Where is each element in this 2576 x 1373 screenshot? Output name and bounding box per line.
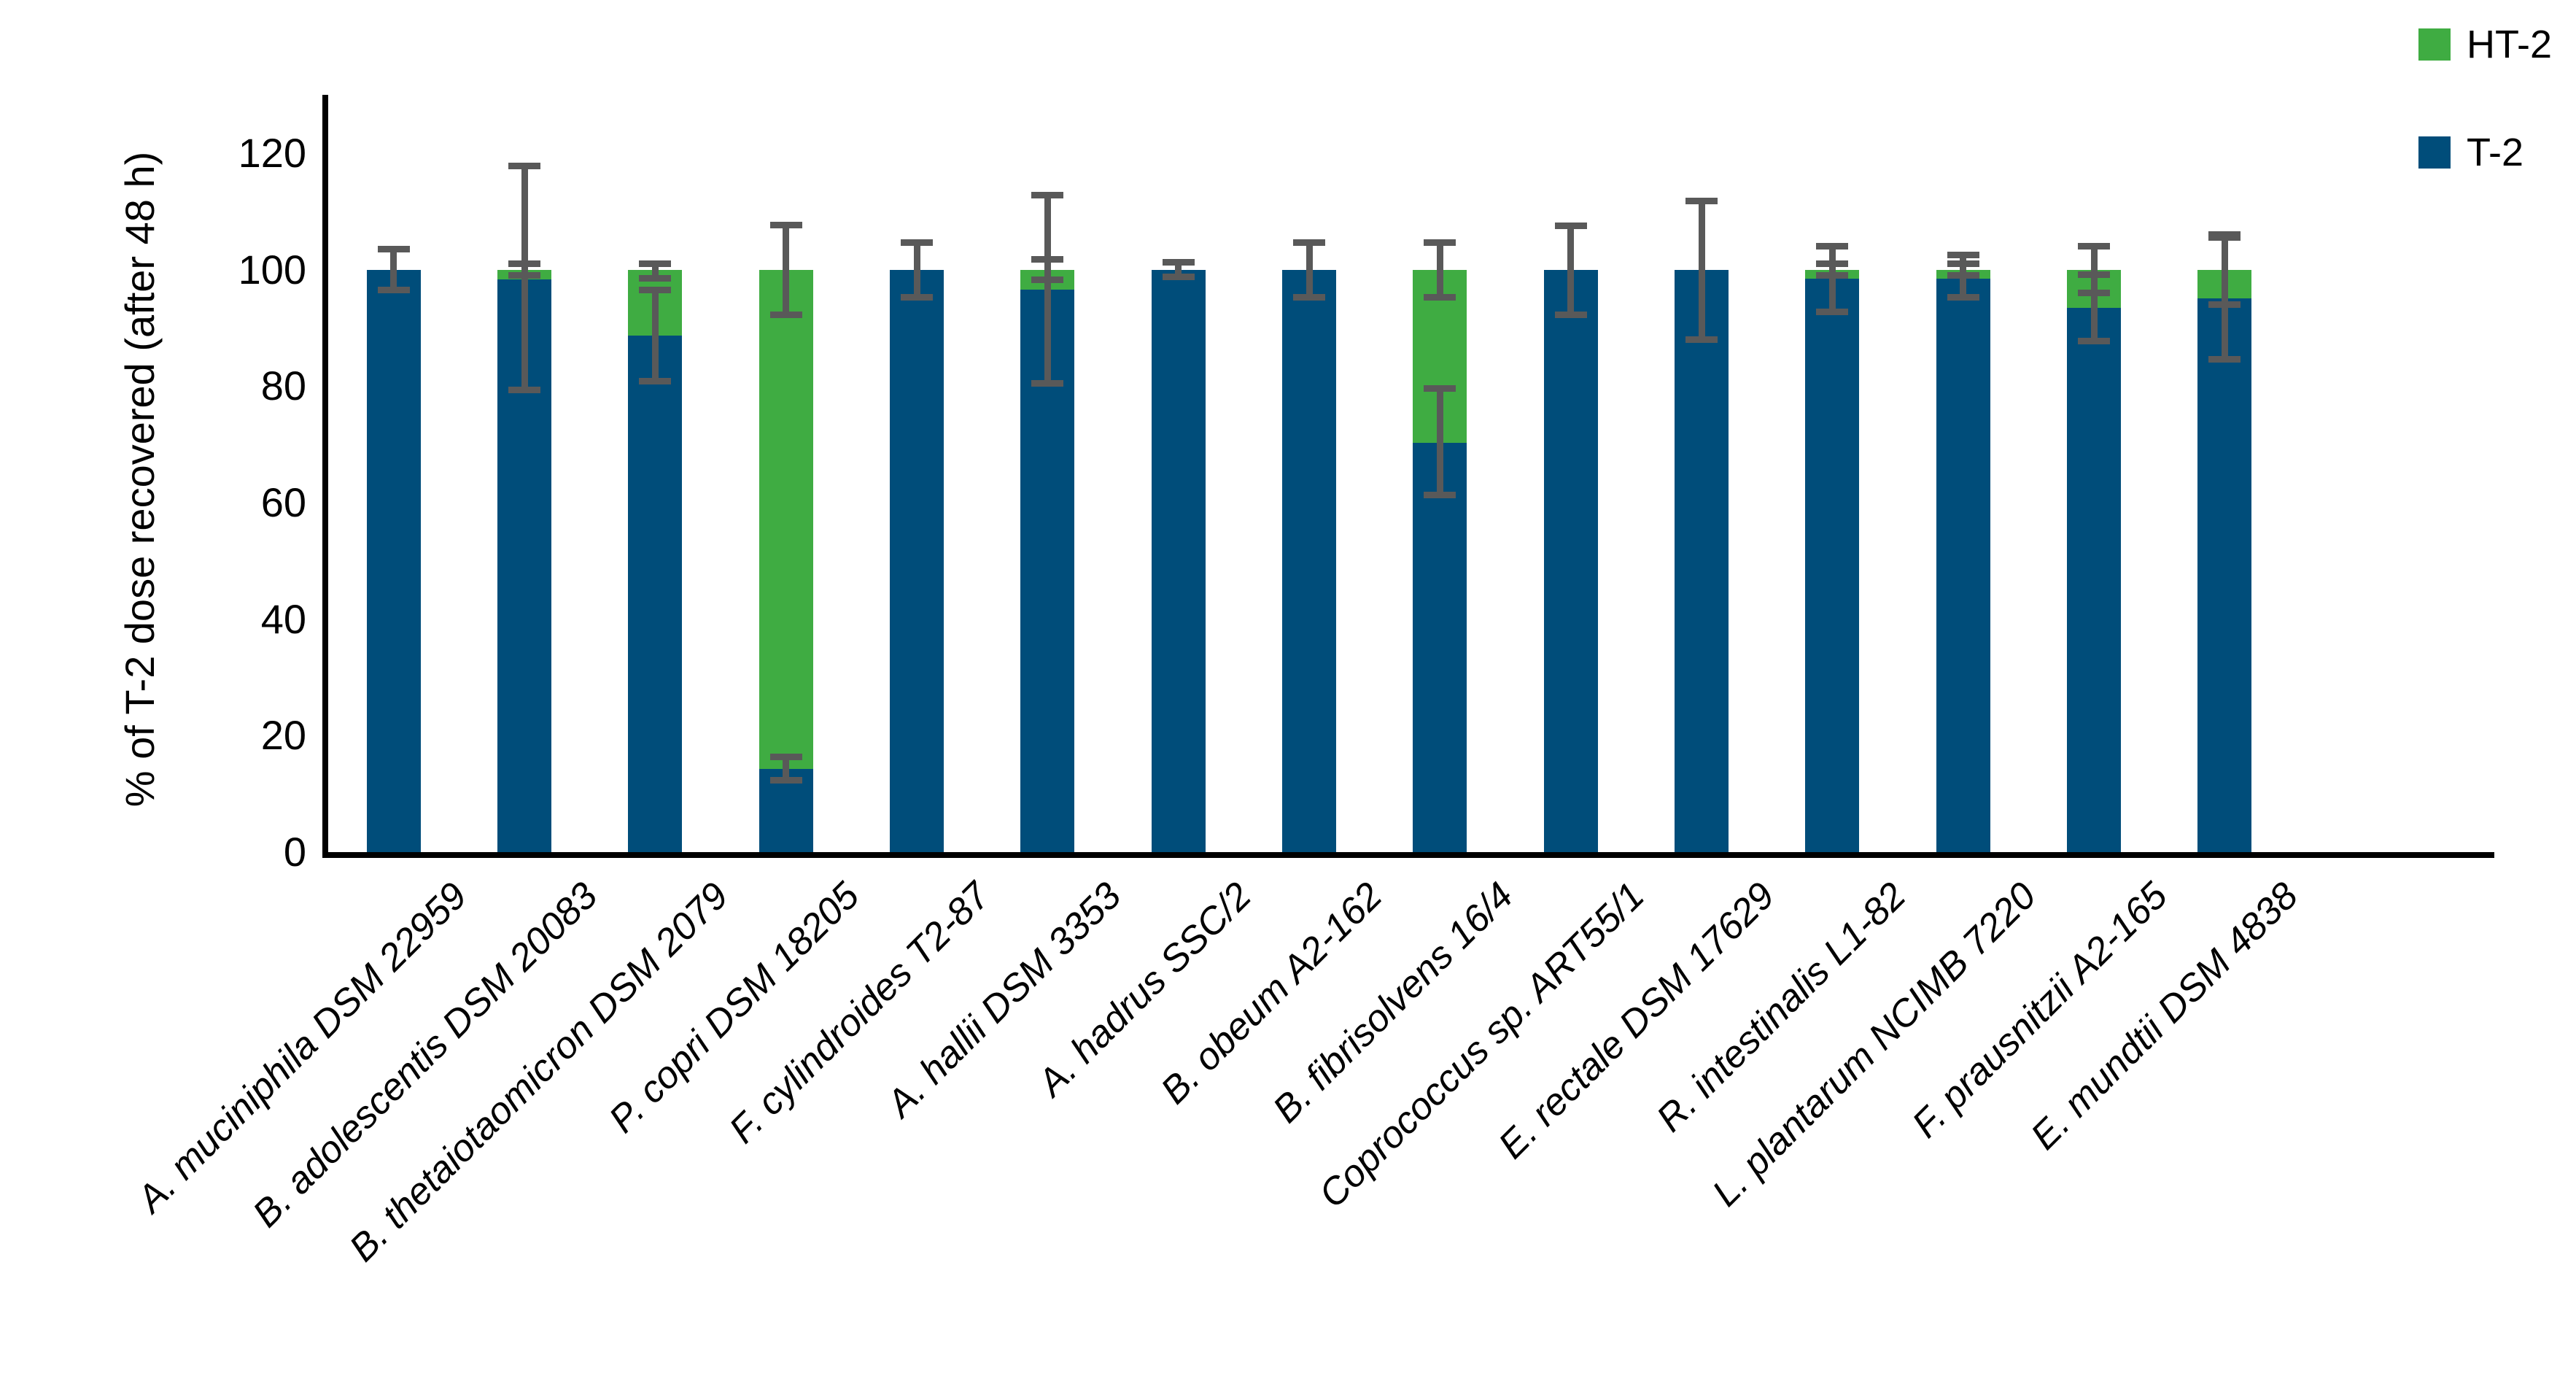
bar-segment-t2 — [366, 269, 421, 852]
legend-item: HT-2 — [2418, 25, 2552, 64]
error-bar-cap-bottom — [2078, 338, 2110, 345]
bar-segment-t2 — [2197, 298, 2252, 852]
error-bar-cap-top — [1031, 191, 1064, 198]
x-category-label: B. fibrisolvens 16/4 — [1265, 874, 1522, 1132]
error-bar-cap-bottom — [639, 275, 672, 282]
error-bar-cap-top — [1293, 239, 1325, 246]
error-bar-line — [783, 225, 790, 314]
bar-segment-t2 — [1413, 442, 1467, 852]
error-bar-line — [2221, 237, 2228, 360]
error-bar-cap-top — [769, 754, 802, 761]
error-bar-line — [1044, 195, 1051, 384]
y-tick-label: 80 — [260, 363, 306, 409]
x-category-label: F. prausnitzii A2-165 — [1904, 874, 2176, 1146]
error-bar-cap-bottom — [639, 377, 672, 384]
bar-segment-t2 — [1936, 278, 1990, 852]
x-category-label: B. obeum A2-162 — [1152, 874, 1391, 1113]
error-bar-line — [651, 290, 659, 382]
error-bar-line — [1828, 246, 1836, 312]
y-tick-label: 100 — [238, 246, 306, 293]
error-bar-cap-bottom — [2208, 356, 2241, 363]
error-bar-line — [1960, 255, 1967, 298]
error-bar-line — [2090, 246, 2098, 293]
error-bar-cap-bottom — [508, 387, 540, 394]
error-bar-cap-bottom — [901, 293, 933, 301]
bar-segment-t2 — [1675, 269, 1729, 852]
y-tick-label: 60 — [260, 479, 306, 525]
error-bar-cap-bottom — [1031, 379, 1064, 387]
x-category-label: F. cylindroides T2-87 — [721, 874, 998, 1152]
legend-swatch-ht-2 — [2418, 28, 2451, 61]
error-bar-cap-top — [2078, 243, 2110, 250]
legend-label: T-2 — [2467, 131, 2524, 174]
error-bar-line — [1306, 242, 1313, 298]
error-bar-cap-bottom — [377, 286, 410, 293]
error-bar-cap-bottom — [1554, 312, 1587, 319]
y-tick-label: 40 — [260, 595, 306, 642]
legend-swatch-t-2 — [2418, 136, 2451, 169]
error-bar-cap-top — [1554, 223, 1587, 230]
y-tick-label: 0 — [283, 829, 306, 875]
x-axis-line — [322, 852, 2494, 858]
error-bar-cap-top — [769, 221, 802, 228]
error-bar-cap-top — [901, 239, 933, 246]
error-bar-line — [783, 757, 790, 781]
error-bar-cap-bottom — [769, 311, 802, 318]
error-bar-cap-top — [508, 162, 540, 169]
error-bar-cap-top — [639, 260, 672, 268]
error-bar-line — [521, 166, 528, 390]
error-bar-cap-top — [1816, 243, 1849, 250]
error-bar-cap-top — [1162, 259, 1195, 266]
error-bar-cap-bottom — [1424, 492, 1456, 499]
error-bar-cap-bottom — [1816, 308, 1849, 315]
error-bar-cap-bottom — [1424, 293, 1456, 301]
error-bar-cap-top — [1947, 252, 1979, 259]
error-bar-cap-top — [2208, 234, 2241, 241]
bar-segment-t2 — [628, 335, 683, 852]
error-bar-cap-bottom — [769, 777, 802, 784]
bar-segment-t2 — [1282, 269, 1336, 852]
x-category-label: P. copri DSM 18205 — [601, 874, 868, 1142]
legend-label: HT-2 — [2467, 23, 2553, 66]
error-bar-cap-bottom — [1293, 293, 1325, 301]
error-bar-line — [1698, 201, 1705, 340]
bar-segment-ht2 — [759, 269, 813, 769]
y-tick-label: 120 — [238, 129, 306, 176]
error-bar-cap-top — [1424, 239, 1456, 246]
error-bar-line — [1175, 262, 1182, 277]
error-bar-cap-top — [1424, 384, 1456, 392]
x-category-label: E. mundtii DSM 4838 — [2022, 874, 2307, 1159]
error-bar-line — [1436, 388, 1443, 495]
x-category-label: A. hallii DSM 3353 — [878, 874, 1130, 1126]
error-bar-cap-top — [1685, 197, 1718, 204]
y-tick-label: 20 — [260, 712, 306, 759]
bar-segment-t2 — [1151, 269, 1206, 852]
error-bar-cap-bottom — [1162, 273, 1195, 280]
bar-segment-t2 — [890, 269, 944, 852]
error-bar-line — [2090, 274, 2098, 341]
y-axis-line — [322, 95, 328, 858]
error-bar-cap-bottom — [1947, 294, 1979, 301]
bar-segment-t2 — [1543, 269, 1598, 852]
error-bar-cap-top — [377, 246, 410, 253]
x-category-label: R. intestinalis L1-82 — [1648, 874, 1914, 1140]
error-bar-line — [390, 249, 397, 290]
error-bar-cap-top — [639, 286, 672, 293]
error-bar-line — [1436, 242, 1443, 298]
bar-segment-t2 — [2067, 308, 2121, 852]
error-bar-line — [913, 242, 920, 298]
error-bar-line — [651, 263, 659, 279]
error-bar-cap-bottom — [1685, 336, 1718, 343]
bar-segment-t2 — [1805, 278, 1860, 852]
error-bar-cap-top — [2078, 271, 2110, 279]
error-bar-line — [1567, 225, 1575, 315]
legend-item: T-2 — [2418, 133, 2523, 172]
